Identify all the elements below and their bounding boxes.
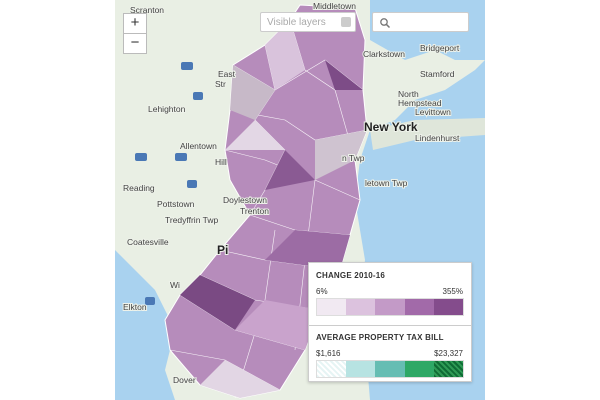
place-label: Levittown bbox=[415, 107, 451, 117]
place-label: Clarkstown bbox=[363, 49, 405, 59]
city-label: New York bbox=[364, 120, 418, 134]
search-box[interactable] bbox=[372, 12, 469, 32]
place-label: Elkton bbox=[123, 302, 147, 312]
place-label: Wi bbox=[170, 280, 180, 290]
place-label: Dover bbox=[173, 375, 196, 385]
place-label: Pottstown bbox=[157, 199, 195, 209]
legend-divider bbox=[309, 325, 471, 326]
place-label: Str bbox=[215, 79, 226, 89]
place-label: Allentown bbox=[180, 141, 217, 151]
legend-max: $23,327 bbox=[434, 349, 463, 358]
search-icon bbox=[380, 18, 391, 29]
place-label: East bbox=[218, 69, 236, 79]
place-label: Doylestown bbox=[223, 195, 267, 205]
place-label: Coatesville bbox=[127, 237, 169, 247]
shading bbox=[180, 20, 367, 398]
route-shields bbox=[135, 62, 203, 305]
legend: CHANGE 2010-16 6% 355% AVERAGE PROPERTY … bbox=[308, 262, 472, 382]
place-label: Hill bbox=[215, 157, 227, 167]
place-label: Hempstead bbox=[398, 98, 442, 108]
zoom-in-button[interactable]: + bbox=[123, 13, 147, 34]
place-label: Reading bbox=[123, 183, 155, 193]
zoom-out-button[interactable]: − bbox=[123, 33, 147, 54]
place-label: n Twp bbox=[342, 153, 365, 163]
place-label: Tredyffrin Twp bbox=[165, 215, 218, 225]
place-label: Bridgeport bbox=[420, 43, 460, 53]
place-label: Trenton bbox=[240, 206, 269, 216]
legend-title: CHANGE 2010-16 bbox=[316, 271, 386, 280]
delaware-river bbox=[115, 250, 175, 400]
place-label: Lehighton bbox=[148, 104, 186, 114]
select-arrow bbox=[341, 17, 351, 27]
legend-title: AVERAGE PROPERTY TAX BILL bbox=[316, 333, 444, 342]
place-label: letown Twp bbox=[365, 178, 408, 188]
place-label: North bbox=[398, 89, 419, 99]
place-label: Stamford bbox=[420, 69, 455, 79]
legend-scale bbox=[316, 360, 464, 378]
legend-min: 6% bbox=[316, 287, 328, 296]
legend-min: $1,616 bbox=[316, 349, 341, 358]
layers-select[interactable]: Visible layers bbox=[260, 12, 356, 32]
place-label: Lindenhurst bbox=[415, 133, 460, 143]
legend-scale bbox=[316, 298, 464, 316]
city-label: Pi bbox=[217, 243, 228, 257]
place-label: Middletown bbox=[313, 1, 356, 11]
layers-placeholder: Visible layers bbox=[267, 17, 326, 28]
long-island bbox=[370, 118, 485, 150]
legend-max: 355% bbox=[442, 287, 463, 296]
